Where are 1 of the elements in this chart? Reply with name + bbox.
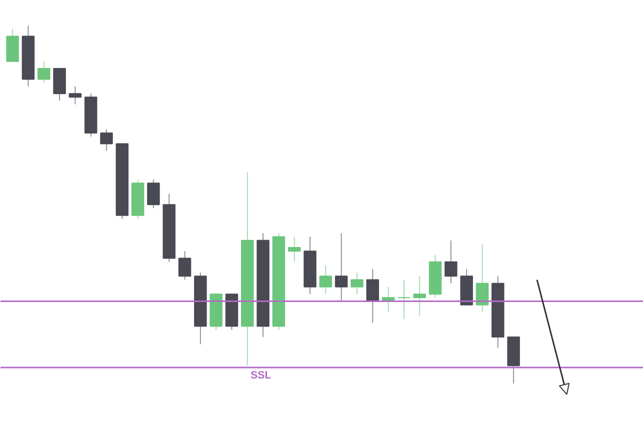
ref-line-label: SSL xyxy=(250,369,272,382)
